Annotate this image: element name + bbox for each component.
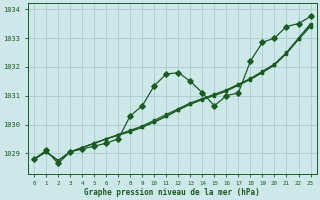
X-axis label: Graphe pression niveau de la mer (hPa): Graphe pression niveau de la mer (hPa) xyxy=(84,188,260,197)
